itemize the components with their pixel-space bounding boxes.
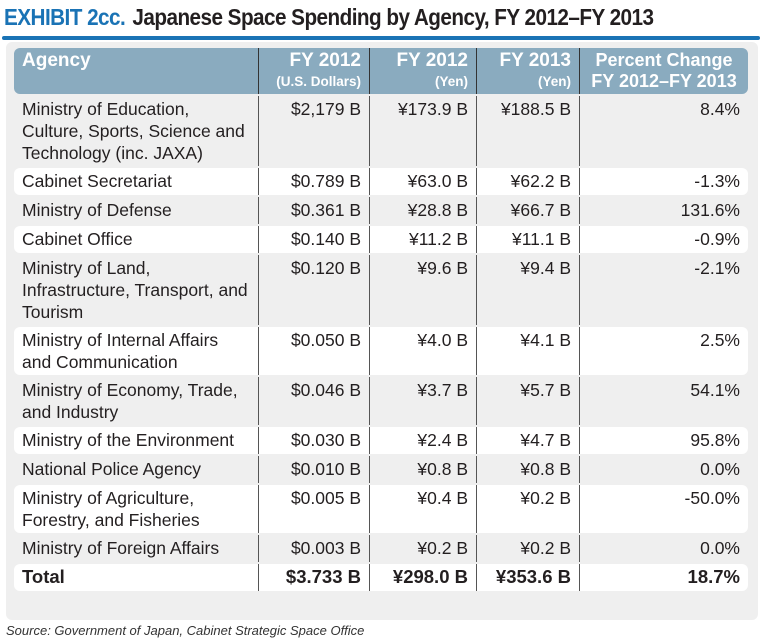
table-row: Ministry of Internal Affairs and Communi…: [14, 327, 748, 375]
spending-table: Agency FY 2012 (U.S. Dollars) FY 2012 (Yen…: [14, 46, 748, 593]
header-agency: Agency: [14, 48, 259, 94]
header-sub: (Yen): [434, 74, 468, 89]
cell-yen2012: ¥0.8 B: [370, 456, 477, 483]
header-main: FY 2013: [499, 50, 571, 71]
cell-agency: Ministry of the Environment: [14, 427, 259, 454]
cell-change: -1.3%: [580, 168, 748, 195]
cell-yen2013: ¥0.2 B: [477, 485, 580, 533]
table-row: Ministry of Land, Infrastructure, Transp…: [14, 255, 748, 325]
header-fy2012-usd: FY 2012 (U.S. Dollars): [259, 48, 370, 94]
cell-usd2012: $0.010 B: [259, 456, 370, 483]
cell-change: 54.1%: [690, 380, 740, 400]
cell-agency: Ministry of Land, Infrastructure, Transp…: [14, 255, 259, 325]
cell-change: -2.1%: [694, 258, 740, 278]
cell-yen2012: ¥63.0 B: [370, 168, 477, 195]
cell-yen2013: ¥62.2 B: [477, 168, 580, 195]
header-sub: FY 2012–FY 2013: [591, 71, 737, 91]
table-row: Cabinet Secretariat $0.789 B ¥63.0 B ¥62.2 …: [14, 168, 748, 195]
table-row: National Police Agency $0.010 B ¥0.8 B ¥0.8…: [14, 456, 748, 483]
header-main: Percent Change: [595, 50, 733, 70]
cell-usd2012: $0.046 B: [259, 377, 370, 425]
cell-yen2013: ¥353.6 B: [477, 564, 580, 591]
cell-change: 0.0%: [700, 459, 740, 479]
cell-yen2013: ¥188.5 B: [477, 96, 580, 166]
cell-usd2012: $0.050 B: [259, 327, 370, 375]
header-main: FY 2012: [396, 50, 468, 71]
cell-yen2013: ¥5.7 B: [477, 377, 580, 425]
cell-yen2012: ¥4.0 B: [370, 327, 477, 375]
cell-agency: Ministry of Economy, Trade, and Industry: [14, 377, 259, 425]
header-sub: (Yen): [537, 74, 571, 89]
table-row: Cabinet Office $0.140 B ¥11.2 B ¥11.1 B -0.9…: [14, 226, 748, 253]
cell-agency: Ministry of Education, Culture, Sports, …: [14, 96, 259, 166]
cell-yen2012: ¥9.6 B: [370, 255, 477, 325]
cell-agency: National Police Agency: [14, 456, 259, 483]
exhibit-title: EXHIBIT 2cc. Japanese Space Spending by A…: [4, 4, 654, 31]
header-percent-change: Percent Change FY 2012–FY 2013: [580, 48, 748, 94]
cell-usd2012: $0.003 B: [259, 535, 370, 562]
cell-usd2012: $0.030 B: [259, 427, 370, 454]
title-rule: [2, 36, 760, 40]
header-fy2013-yen: FY 2013 (Yen): [477, 48, 580, 94]
cell-agency: Ministry of Foreign Affairs: [14, 535, 259, 562]
cell-usd2012: $0.005 B: [259, 485, 370, 533]
cell-usd2012: $0.120 B: [259, 255, 370, 325]
cell-usd2012: $2,179 B: [259, 96, 370, 166]
cell-yen2013: ¥0.2 B: [477, 535, 580, 562]
header-sub: (U.S. Dollars): [276, 74, 361, 89]
cell-yen2012: ¥298.0 B: [370, 564, 477, 591]
cell-agency: Ministry of Agriculture, Forestry, and F…: [14, 485, 259, 533]
total-row: Total $3.733 B ¥298.0 B ¥353.6 B 18.7%: [14, 564, 748, 591]
cell-change: 18.7%: [580, 564, 748, 591]
table-row: Ministry of the Environment $0.030 B ¥2.4 …: [14, 427, 748, 454]
cell-agency: Cabinet Secretariat: [14, 168, 259, 195]
cell-yen2013: ¥4.1 B: [477, 327, 580, 375]
table-row: Ministry of Defense $0.361 B ¥28.8 B ¥66.7 …: [14, 197, 748, 224]
cell-agency: Total: [14, 564, 259, 591]
cell-change: 131.6%: [680, 200, 740, 220]
table-row: Ministry of Education, Culture, Sports, …: [14, 96, 748, 166]
header-row: Agency FY 2012 (U.S. Dollars) FY 2012 (Yen…: [14, 48, 748, 94]
cell-yen2012: ¥11.2 B: [370, 226, 477, 253]
cell-change: 0.0%: [700, 538, 740, 558]
cell-yen2012: ¥173.9 B: [370, 96, 477, 166]
cell-usd2012: $0.361 B: [259, 197, 370, 224]
cell-agency: Cabinet Office: [14, 226, 259, 253]
table-row: Ministry of Agriculture, Forestry, and F…: [14, 485, 748, 533]
cell-yen2013: ¥9.4 B: [477, 255, 580, 325]
cell-agency: Ministry of Internal Affairs and Communi…: [14, 327, 259, 375]
table-row: Ministry of Economy, Trade, and Industry…: [14, 377, 748, 425]
cell-change: 2.5%: [580, 327, 748, 375]
cell-yen2012: ¥0.4 B: [370, 485, 477, 533]
cell-change: -50.0%: [580, 485, 748, 533]
cell-change: 8.4%: [700, 99, 740, 119]
title-text: Japanese Space Spending by Agency, FY 20…: [132, 4, 654, 30]
header-fy2012-yen: FY 2012 (Yen): [370, 48, 477, 94]
cell-yen2013: ¥0.8 B: [477, 456, 580, 483]
source-note: Source: Government of Japan, Cabinet Str…: [6, 623, 365, 638]
cell-yen2012: ¥3.7 B: [370, 377, 477, 425]
cell-change: -0.9%: [580, 226, 748, 253]
cell-yen2013: ¥66.7 B: [477, 197, 580, 224]
cell-usd2012: $0.789 B: [259, 168, 370, 195]
cell-usd2012: $0.140 B: [259, 226, 370, 253]
cell-yen2013: ¥11.1 B: [477, 226, 580, 253]
header-main: FY 2012: [289, 50, 361, 71]
cell-change: 95.8%: [580, 427, 748, 454]
cell-yen2013: ¥4.7 B: [477, 427, 580, 454]
exhibit-number: EXHIBIT 2cc.: [4, 4, 126, 30]
cell-agency: Ministry of Defense: [14, 197, 259, 224]
cell-yen2012: ¥28.8 B: [370, 197, 477, 224]
cell-yen2012: ¥0.2 B: [370, 535, 477, 562]
cell-yen2012: ¥2.4 B: [370, 427, 477, 454]
cell-usd2012: $3.733 B: [259, 564, 370, 591]
table-row: Ministry of Foreign Affairs $0.003 B ¥0.2 …: [14, 535, 748, 562]
